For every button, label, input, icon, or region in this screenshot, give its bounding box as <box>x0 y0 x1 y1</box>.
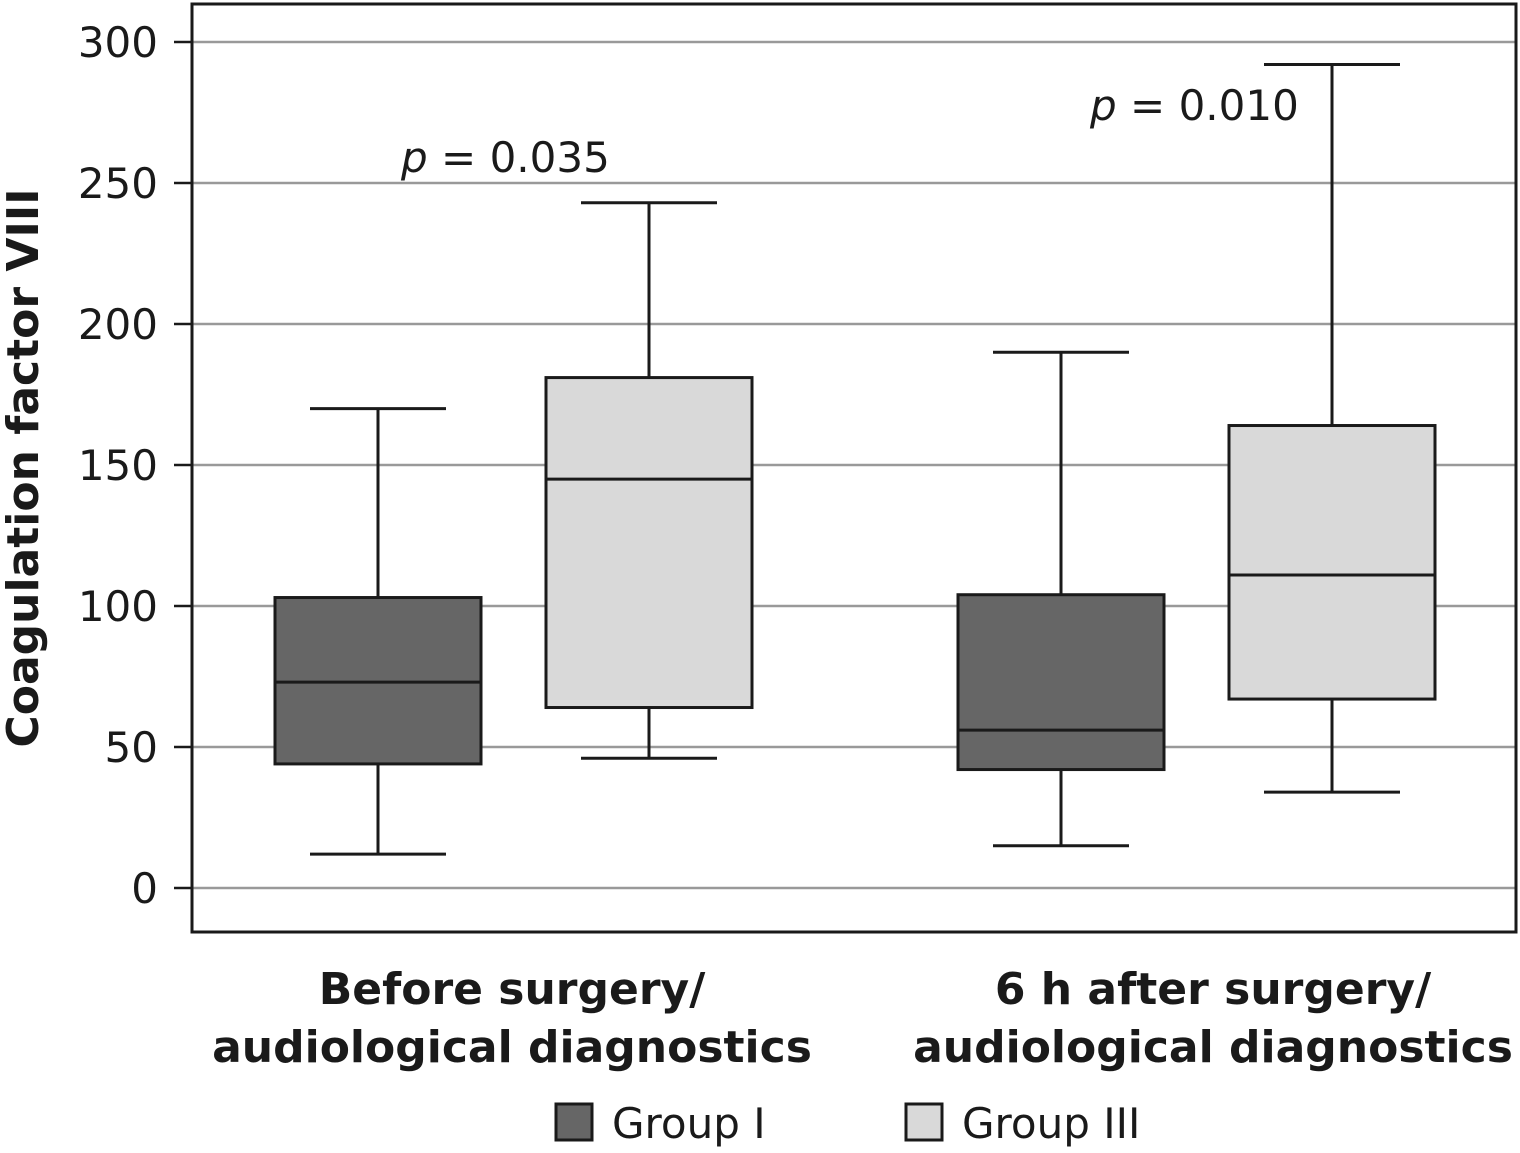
plot-frame <box>190 2 1518 934</box>
category-label: audiological diagnostics <box>913 1022 1513 1073</box>
boxes <box>273 63 1437 856</box>
box-group-i-cat2 <box>956 350 1166 848</box>
legend-swatch <box>554 1102 594 1142</box>
iqr-box <box>544 376 754 710</box>
y-tick-label: 50 <box>105 723 158 772</box>
box-group-iii-cat1 <box>544 201 754 760</box>
y-tick-label: 100 <box>78 582 158 631</box>
y-tick-label: 150 <box>78 441 158 490</box>
y-tick-label: 250 <box>78 159 158 208</box>
category-label: Before surgery/ <box>319 964 707 1015</box>
legend-label: Group I <box>612 1099 766 1148</box>
y-tick-label: 0 <box>131 864 158 913</box>
iqr-box <box>956 593 1166 772</box>
box-group-iii-cat2 <box>1227 63 1437 794</box>
iqr-box <box>1227 424 1437 701</box>
y-axis-label: Coagulation factor VIII <box>0 188 49 747</box>
category-labels: Before surgery/audiological diagnostics 6… <box>212 964 1513 1073</box>
y-axis-ticks: 0 50 100 150 200 250 300 <box>78 18 192 913</box>
y-tick-label: 300 <box>78 18 158 67</box>
box-group-i-cat1 <box>273 407 483 856</box>
p-value-annotation: p = 0.035 <box>400 133 610 182</box>
legend: Group I Group III <box>554 1099 1140 1148</box>
y-tick-label: 200 <box>78 300 158 349</box>
p-value-annotations: p = 0.035 p = 0.010 <box>400 81 1299 182</box>
p-value-annotation: p = 0.010 <box>1089 81 1299 130</box>
legend-label: Group III <box>962 1099 1140 1148</box>
legend-swatch <box>904 1102 944 1142</box>
category-label: audiological diagnostics <box>212 1022 812 1073</box>
category-label: 6 h after surgery/ <box>995 964 1432 1015</box>
